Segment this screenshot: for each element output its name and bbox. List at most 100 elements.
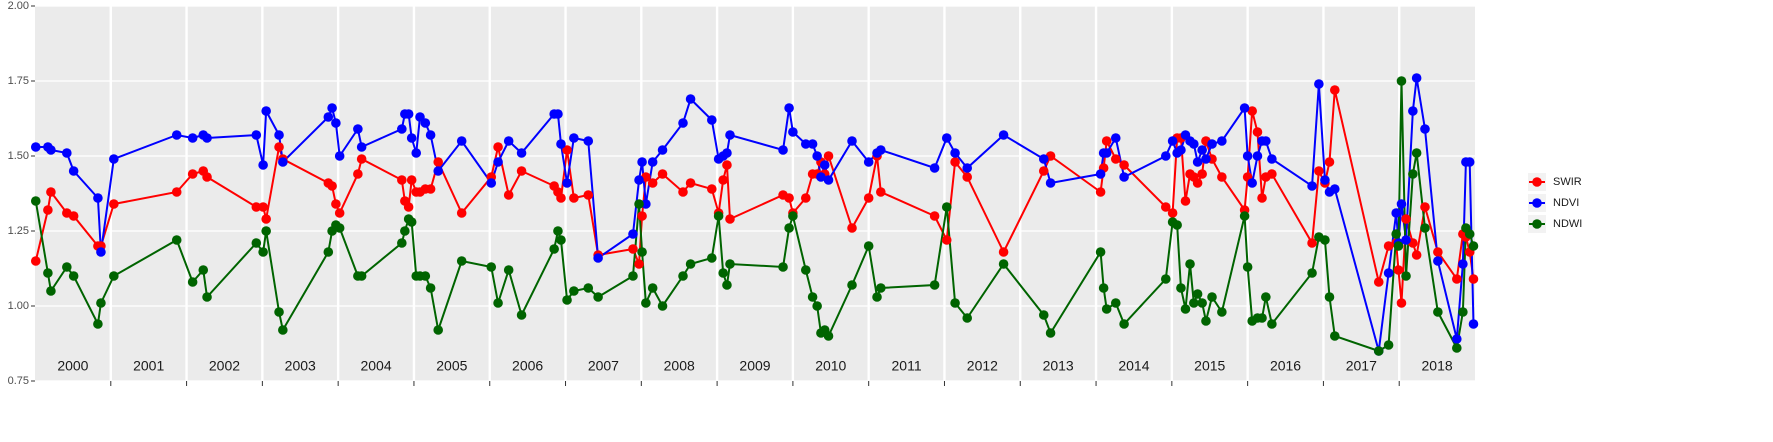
year-label: 2011 <box>892 358 922 374</box>
year-label: 2015 <box>1194 358 1225 374</box>
point <box>647 157 658 167</box>
point <box>998 247 1009 257</box>
legend-label: NDWI <box>1553 218 1582 230</box>
point <box>187 169 198 179</box>
point <box>397 175 407 185</box>
point <box>778 145 788 155</box>
point <box>1393 241 1404 251</box>
point <box>1217 307 1227 317</box>
point <box>1207 139 1217 149</box>
point <box>46 187 56 197</box>
point <box>641 298 651 308</box>
y-tick-label: 1.75 <box>8 75 29 87</box>
point <box>1095 247 1106 257</box>
point <box>634 175 644 185</box>
point <box>707 184 717 194</box>
point <box>1383 241 1394 251</box>
point <box>30 256 41 266</box>
year-label: 2005 <box>436 358 467 374</box>
point <box>1197 169 1207 179</box>
point <box>784 193 794 203</box>
point <box>251 202 262 212</box>
point <box>397 238 407 248</box>
point <box>583 283 594 293</box>
point <box>331 118 341 128</box>
point <box>202 133 212 143</box>
point <box>411 148 422 158</box>
point <box>847 280 857 290</box>
point <box>637 157 647 167</box>
point <box>1401 271 1411 281</box>
point <box>406 175 417 185</box>
point <box>788 211 798 221</box>
point <box>998 130 1009 140</box>
point <box>1172 220 1182 230</box>
point <box>1101 136 1112 146</box>
point <box>171 187 182 197</box>
point <box>784 103 794 113</box>
point <box>1038 154 1049 164</box>
point <box>707 253 717 263</box>
point <box>46 145 56 155</box>
point <box>356 271 367 281</box>
point <box>847 136 857 146</box>
point <box>1329 184 1340 194</box>
point <box>1201 316 1211 326</box>
point <box>198 265 209 275</box>
point <box>800 139 811 149</box>
point <box>788 127 798 137</box>
point <box>929 280 940 290</box>
point <box>1119 172 1129 182</box>
point <box>493 157 503 167</box>
y-tick-label: 2.00 <box>8 0 29 12</box>
point <box>1207 292 1217 302</box>
legend-point <box>1532 198 1542 208</box>
point <box>1383 340 1394 350</box>
y-tick-label: 1.00 <box>8 300 29 312</box>
point <box>327 103 337 113</box>
point <box>1110 298 1121 308</box>
point <box>713 211 724 221</box>
point <box>929 211 940 221</box>
point <box>503 265 514 275</box>
point <box>863 193 874 203</box>
year-label: 2017 <box>1346 358 1377 374</box>
point <box>425 184 436 194</box>
point <box>569 133 579 143</box>
point <box>1307 181 1317 191</box>
point <box>1119 319 1129 329</box>
point <box>685 94 696 104</box>
point <box>998 259 1009 269</box>
point <box>1098 283 1109 293</box>
point <box>1101 148 1112 158</box>
point <box>872 292 882 302</box>
point <box>486 262 497 272</box>
point <box>1396 199 1407 209</box>
point <box>171 130 182 140</box>
point <box>425 130 436 140</box>
point <box>876 187 886 197</box>
point <box>819 160 830 170</box>
point <box>493 142 503 152</box>
point <box>1320 175 1330 185</box>
point <box>685 259 696 269</box>
point <box>1252 151 1263 161</box>
point <box>1095 187 1106 197</box>
point <box>1197 145 1207 155</box>
point <box>109 271 119 281</box>
point <box>516 166 527 176</box>
point <box>96 298 106 308</box>
point <box>516 148 527 158</box>
point <box>62 262 72 272</box>
legend-point <box>1532 219 1542 229</box>
point <box>397 124 407 134</box>
legend-point <box>1532 177 1542 187</box>
point <box>593 292 603 302</box>
point <box>1433 307 1443 317</box>
point <box>722 280 732 290</box>
point <box>403 109 414 119</box>
point <box>628 244 638 254</box>
point <box>353 124 363 134</box>
point <box>562 178 572 188</box>
